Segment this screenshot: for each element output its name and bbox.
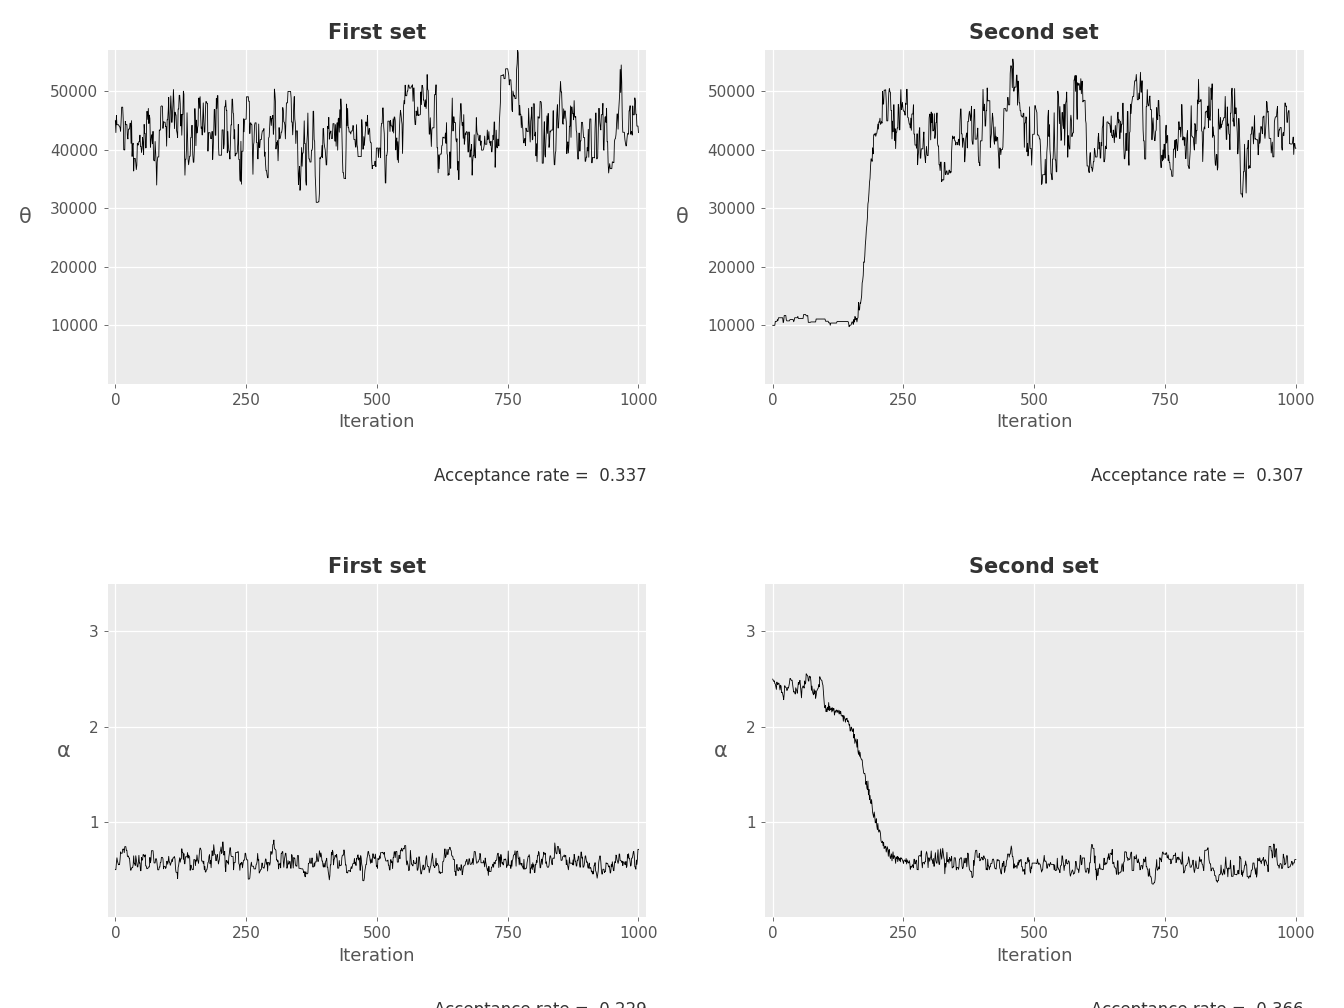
Y-axis label: α: α xyxy=(714,741,728,761)
Title: Second set: Second set xyxy=(969,23,1099,43)
Title: Second set: Second set xyxy=(969,556,1099,577)
X-axis label: Iteration: Iteration xyxy=(996,413,1073,431)
X-axis label: Iteration: Iteration xyxy=(996,947,1073,965)
Text: Acceptance rate =  0.337: Acceptance rate = 0.337 xyxy=(434,467,646,485)
X-axis label: Iteration: Iteration xyxy=(339,947,415,965)
X-axis label: Iteration: Iteration xyxy=(339,413,415,431)
Title: First set: First set xyxy=(328,23,426,43)
Text: Acceptance rate =  0.229: Acceptance rate = 0.229 xyxy=(434,1001,646,1008)
Y-axis label: θ: θ xyxy=(676,207,689,227)
Y-axis label: α: α xyxy=(56,741,71,761)
Text: Acceptance rate =  0.366: Acceptance rate = 0.366 xyxy=(1091,1001,1304,1008)
Y-axis label: θ: θ xyxy=(19,207,32,227)
Title: First set: First set xyxy=(328,556,426,577)
Text: Acceptance rate =  0.307: Acceptance rate = 0.307 xyxy=(1091,467,1304,485)
